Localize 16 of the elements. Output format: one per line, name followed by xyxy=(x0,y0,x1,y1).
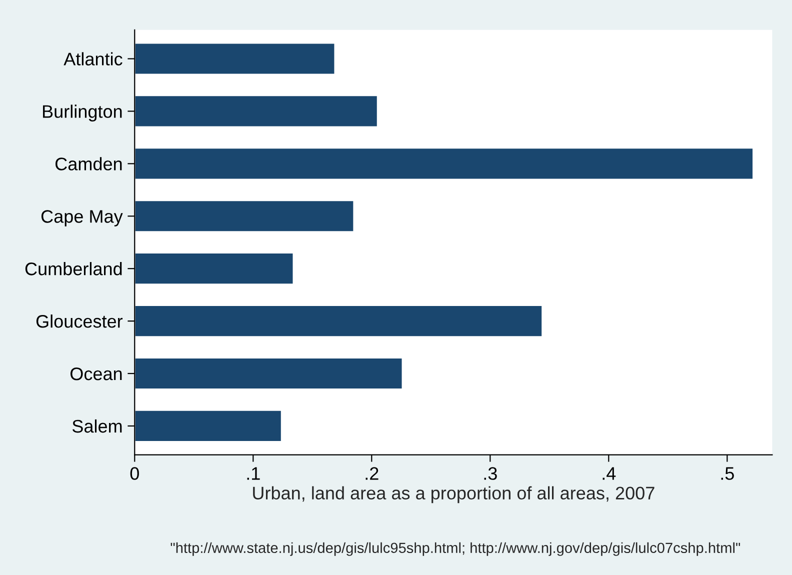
x-tick-label: 0 xyxy=(130,467,139,480)
y-tick-label: Burlington xyxy=(43,104,122,122)
x-tick-label: .2 xyxy=(366,467,378,480)
x-tick-label: .5 xyxy=(721,467,734,480)
y-tick-label: Cumberland xyxy=(25,262,122,276)
x-tick-label: .1 xyxy=(247,467,260,480)
x-axis-title: Urban, land area as a proportion of all areas, 2007 xyxy=(253,486,654,504)
x-tick-label: .4 xyxy=(602,467,616,480)
y-tick-label: Salem xyxy=(72,419,122,433)
y-tick-label: Ocean xyxy=(70,367,122,380)
x-tick-label: .3 xyxy=(484,467,497,480)
text: "http://www.state.nj.us/dep/gis/lulc95shp.html; http://www.nj.gov/dep/gis/lulc07cshp.html" xyxy=(170,542,740,556)
y-tick-label: Gloucester xyxy=(36,314,123,328)
y-tick-label: Atlantic xyxy=(64,52,122,66)
y-tick-label: Cape May xyxy=(41,210,123,226)
y-tick-label: Camden xyxy=(56,157,122,170)
